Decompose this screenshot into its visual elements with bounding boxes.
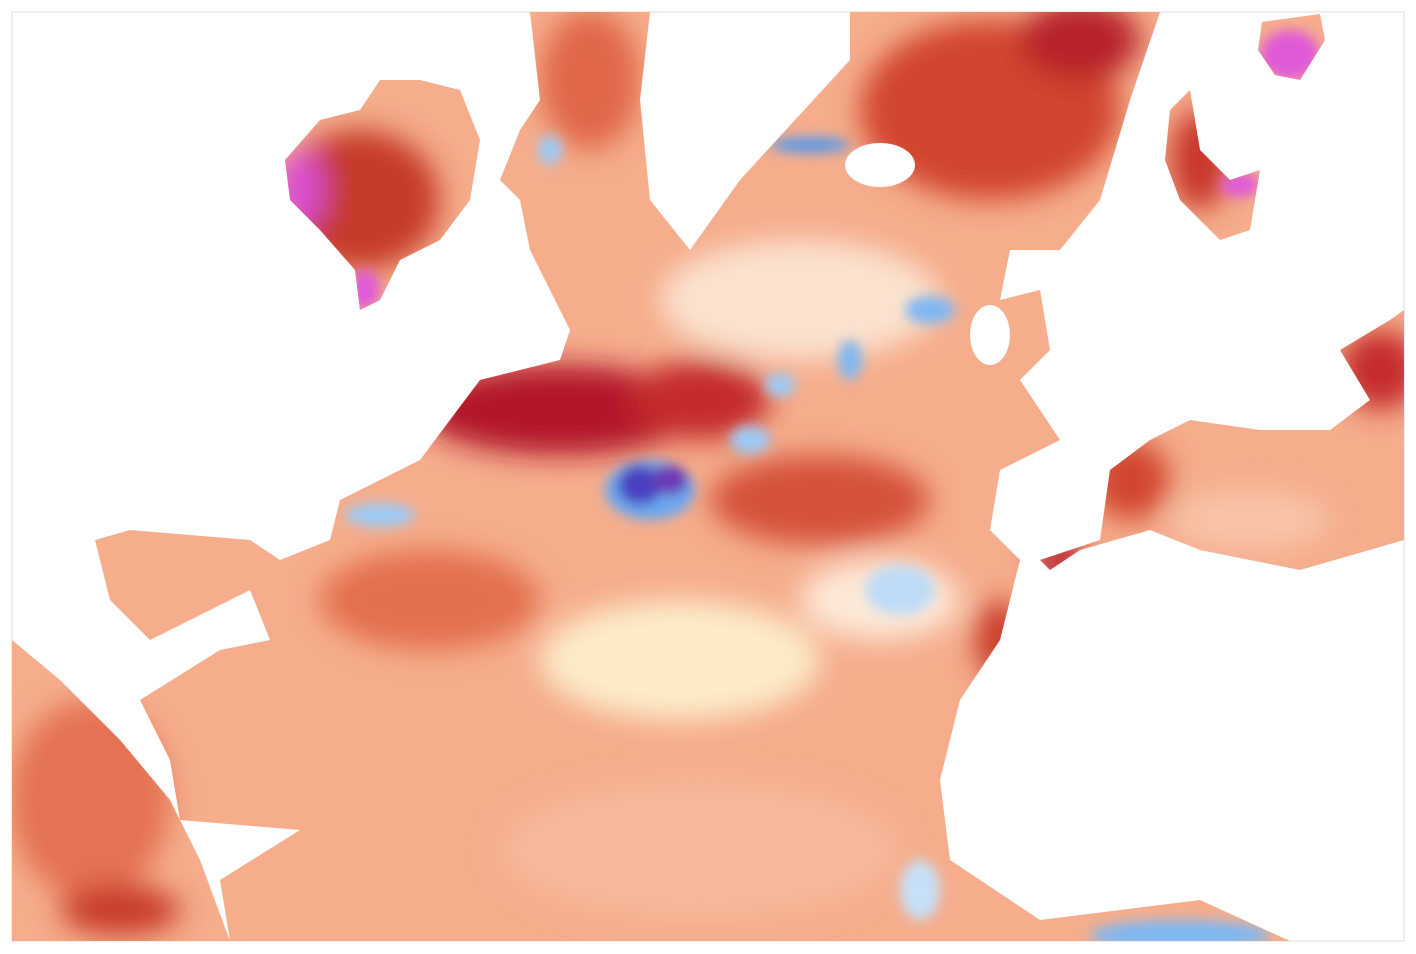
iceland — [845, 143, 915, 187]
ireland — [970, 305, 1010, 365]
anomaly-patches — [12, 12, 1404, 935]
cold-patches — [345, 30, 1320, 941]
